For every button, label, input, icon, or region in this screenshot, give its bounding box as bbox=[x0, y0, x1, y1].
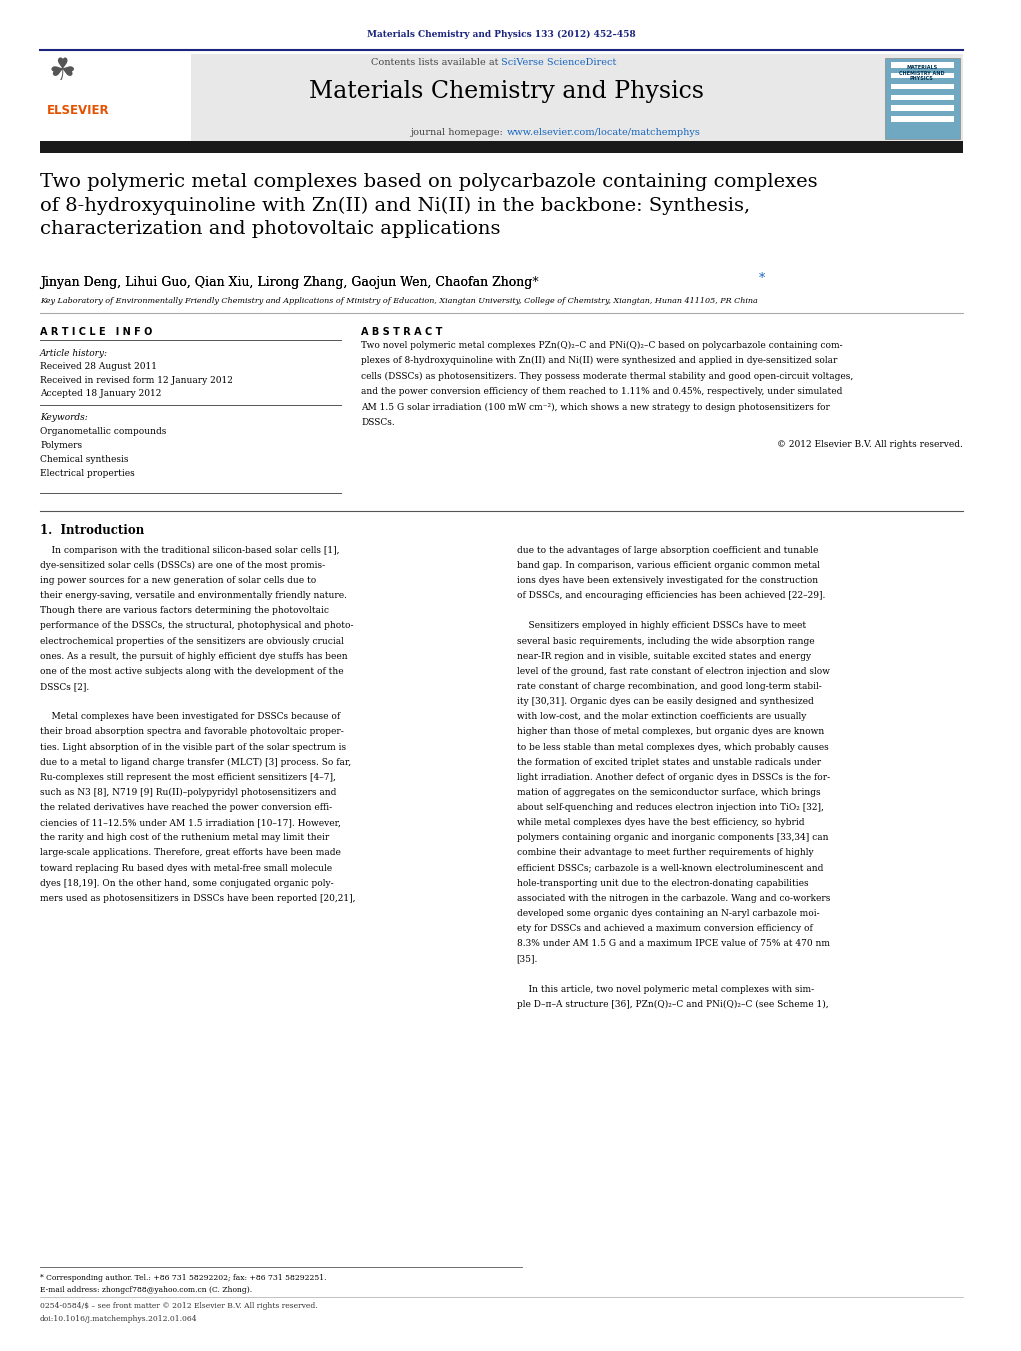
Text: rate constant of charge recombination, and good long-term stabil-: rate constant of charge recombination, a… bbox=[517, 682, 821, 690]
Text: E-mail address: zhongcf788@yahoo.com.cn (C. Zhong).: E-mail address: zhongcf788@yahoo.com.cn … bbox=[40, 1286, 252, 1294]
Text: with low-cost, and the molar extinction coefficients are usually: with low-cost, and the molar extinction … bbox=[517, 712, 806, 721]
Text: ties. Light absorption of in the visible part of the solar spectrum is: ties. Light absorption of in the visible… bbox=[40, 743, 346, 751]
Text: ELSEVIER: ELSEVIER bbox=[47, 104, 110, 118]
Text: Though there are various factors determining the photovoltaic: Though there are various factors determi… bbox=[40, 607, 329, 615]
Bar bbox=[890, 105, 954, 111]
Text: © 2012 Elsevier B.V. All rights reserved.: © 2012 Elsevier B.V. All rights reserved… bbox=[777, 440, 963, 450]
Text: near-IR region and in visible, suitable excited states and energy: near-IR region and in visible, suitable … bbox=[517, 651, 811, 661]
Text: dyes [18,19]. On the other hand, some conjugated organic poly-: dyes [18,19]. On the other hand, some co… bbox=[40, 878, 334, 888]
Text: due to the advantages of large absorption coefficient and tunable: due to the advantages of large absorptio… bbox=[517, 546, 818, 555]
Text: combine their advantage to meet further requirements of highly: combine their advantage to meet further … bbox=[517, 848, 813, 858]
Text: DSSCs [2].: DSSCs [2]. bbox=[40, 682, 90, 690]
Text: hole-transporting unit due to the electron-donating capabilities: hole-transporting unit due to the electr… bbox=[517, 878, 809, 888]
Text: mers used as photosensitizers in DSSCs have been reported [20,21],: mers used as photosensitizers in DSSCs h… bbox=[40, 894, 355, 902]
Text: Polymers: Polymers bbox=[40, 440, 83, 450]
Text: AM 1.5 G solar irradiation (100 mW cm⁻²), which shows a new strategy to design p: AM 1.5 G solar irradiation (100 mW cm⁻²)… bbox=[361, 403, 830, 412]
Text: higher than those of metal complexes, but organic dyes are known: higher than those of metal complexes, bu… bbox=[517, 727, 824, 736]
Text: ions dyes have been extensively investigated for the construction: ions dyes have been extensively investig… bbox=[517, 576, 818, 585]
Text: A R T I C L E   I N F O: A R T I C L E I N F O bbox=[40, 327, 152, 336]
Bar bbox=[40, 54, 191, 142]
Text: mation of aggregates on the semiconductor surface, which brings: mation of aggregates on the semiconducto… bbox=[517, 788, 820, 797]
Text: Chemical synthesis: Chemical synthesis bbox=[40, 455, 129, 465]
Text: doi:10.1016/j.matchemphys.2012.01.064: doi:10.1016/j.matchemphys.2012.01.064 bbox=[40, 1315, 198, 1323]
Text: toward replacing Ru based dyes with metal-free small molecule: toward replacing Ru based dyes with meta… bbox=[40, 863, 332, 873]
Text: and the power conversion efficiency of them reached to 1.11% and 0.45%, respecti: and the power conversion efficiency of t… bbox=[361, 386, 842, 396]
Text: Materials Chemistry and Physics 133 (2012) 452–458: Materials Chemistry and Physics 133 (201… bbox=[368, 30, 636, 39]
Text: efficient DSSCs; carbazole is a well-known electroluminescent and: efficient DSSCs; carbazole is a well-kno… bbox=[517, 863, 823, 873]
Text: their broad absorption spectra and favorable photovoltaic proper-: their broad absorption spectra and favor… bbox=[40, 727, 344, 736]
Text: ety for DSSCs and achieved a maximum conversion efficiency of: ety for DSSCs and achieved a maximum con… bbox=[517, 924, 813, 934]
Text: electrochemical properties of the sensitizers are obviously crucial: electrochemical properties of the sensit… bbox=[40, 636, 344, 646]
Text: several basic requirements, including the wide absorption range: several basic requirements, including th… bbox=[517, 636, 814, 646]
Text: *: * bbox=[760, 272, 766, 285]
Text: Received in revised form 12 January 2012: Received in revised form 12 January 2012 bbox=[40, 376, 233, 385]
Text: ciencies of 11–12.5% under AM 1.5 irradiation [10–17]. However,: ciencies of 11–12.5% under AM 1.5 irradi… bbox=[40, 819, 341, 827]
Text: ple D–π–A structure [36], PZn(Q)₂–C and PNi(Q)₂–C (see Scheme 1),: ple D–π–A structure [36], PZn(Q)₂–C and … bbox=[517, 1000, 828, 1009]
Text: large-scale applications. Therefore, great efforts have been made: large-scale applications. Therefore, gre… bbox=[40, 848, 341, 858]
Text: journal homepage:: journal homepage: bbox=[410, 128, 506, 138]
Text: while metal complexes dyes have the best efficiency, so hybrid: while metal complexes dyes have the best… bbox=[517, 819, 805, 827]
Text: In comparison with the traditional silicon-based solar cells [1],: In comparison with the traditional silic… bbox=[40, 546, 340, 555]
Text: one of the most active subjects along with the development of the: one of the most active subjects along wi… bbox=[40, 667, 344, 676]
Text: developed some organic dyes containing an N-aryl carbazole moi-: developed some organic dyes containing a… bbox=[517, 909, 819, 917]
Text: * Corresponding author. Tel.: +86 731 58292202; fax: +86 731 58292251.: * Corresponding author. Tel.: +86 731 58… bbox=[40, 1274, 327, 1282]
Text: about self-quenching and reduces electron injection into TiO₂ [32],: about self-quenching and reduces electro… bbox=[517, 802, 823, 812]
Text: polymers containing organic and inorganic components [33,34] can: polymers containing organic and inorgani… bbox=[517, 834, 828, 842]
Text: Article history:: Article history: bbox=[40, 349, 108, 358]
Bar bbox=[890, 73, 954, 78]
Text: Accepted 18 January 2012: Accepted 18 January 2012 bbox=[40, 389, 161, 399]
Text: Sensitizers employed in highly efficient DSSCs have to meet: Sensitizers employed in highly efficient… bbox=[517, 621, 806, 631]
Text: such as N3 [8], N719 [9] Ru(II)–polypyridyl photosensitizers and: such as N3 [8], N719 [9] Ru(II)–polypyri… bbox=[40, 788, 337, 797]
Text: cells (DSSCs) as photosensitizers. They possess moderate thermal stability and g: cells (DSSCs) as photosensitizers. They … bbox=[361, 372, 854, 381]
Text: Materials Chemistry and Physics: Materials Chemistry and Physics bbox=[309, 80, 704, 103]
Text: Metal complexes have been investigated for DSSCs because of: Metal complexes have been investigated f… bbox=[40, 712, 340, 721]
Text: associated with the nitrogen in the carbazole. Wang and co-workers: associated with the nitrogen in the carb… bbox=[517, 894, 830, 902]
Text: Received 28 August 2011: Received 28 August 2011 bbox=[40, 362, 157, 372]
Text: 0254-0584/$ – see front matter © 2012 Elsevier B.V. All rights reserved.: 0254-0584/$ – see front matter © 2012 El… bbox=[40, 1302, 318, 1310]
Bar bbox=[40, 141, 963, 153]
Text: 1.  Introduction: 1. Introduction bbox=[40, 524, 144, 538]
Text: dye-sensitized solar cells (DSSCs) are one of the most promis-: dye-sensitized solar cells (DSSCs) are o… bbox=[40, 561, 326, 570]
Text: performance of the DSSCs, the structural, photophysical and photo-: performance of the DSSCs, the structural… bbox=[40, 621, 353, 631]
Text: Two novel polymeric metal complexes PZn(Q)₂–C and PNi(Q)₂–C based on polycarbazo: Two novel polymeric metal complexes PZn(… bbox=[361, 340, 842, 350]
Text: SciVerse ScienceDirect: SciVerse ScienceDirect bbox=[501, 58, 617, 68]
Text: DSSCs.: DSSCs. bbox=[361, 417, 395, 427]
Text: Organometallic compounds: Organometallic compounds bbox=[40, 427, 166, 436]
Bar bbox=[40, 54, 963, 142]
Text: MATERIALS
CHEMISTRY AND
PHYSICS: MATERIALS CHEMISTRY AND PHYSICS bbox=[900, 65, 944, 81]
Text: Jinyan Deng, Lihui Guo, Qian Xiu, Lirong Zhang, Gaojun Wen, Chaofan Zhong*: Jinyan Deng, Lihui Guo, Qian Xiu, Lirong… bbox=[40, 276, 539, 289]
Text: ity [30,31]. Organic dyes can be easily designed and synthesized: ity [30,31]. Organic dyes can be easily … bbox=[517, 697, 814, 707]
Text: due to a metal to ligand charge transfer (MLCT) [3] process. So far,: due to a metal to ligand charge transfer… bbox=[40, 758, 351, 767]
Text: Ru-complexes still represent the most efficient sensitizers [4–7],: Ru-complexes still represent the most ef… bbox=[40, 773, 336, 782]
Text: In this article, two novel polymeric metal complexes with sim-: In this article, two novel polymeric met… bbox=[517, 985, 814, 993]
Text: of DSSCs, and encouraging efficiencies has been achieved [22–29].: of DSSCs, and encouraging efficiencies h… bbox=[517, 592, 825, 600]
Text: [35].: [35]. bbox=[517, 954, 538, 963]
Text: Electrical properties: Electrical properties bbox=[40, 469, 135, 478]
Text: the rarity and high cost of the ruthenium metal may limit their: the rarity and high cost of the rutheniu… bbox=[40, 834, 330, 842]
Bar bbox=[890, 62, 954, 68]
Text: ones. As a result, the pursuit of highly efficient dye stuffs has been: ones. As a result, the pursuit of highly… bbox=[40, 651, 348, 661]
Text: their energy-saving, versatile and environmentally friendly nature.: their energy-saving, versatile and envir… bbox=[40, 592, 347, 600]
Text: ing power sources for a new generation of solar cells due to: ing power sources for a new generation o… bbox=[40, 576, 317, 585]
Text: the related derivatives have reached the power conversion effi-: the related derivatives have reached the… bbox=[40, 802, 332, 812]
Text: band gap. In comparison, various efficient organic common metal: band gap. In comparison, various efficie… bbox=[517, 561, 820, 570]
Bar bbox=[890, 95, 954, 100]
Text: plexes of 8-hydroxyquinoline with Zn(II) and Ni(II) were synthesized and applied: plexes of 8-hydroxyquinoline with Zn(II)… bbox=[361, 355, 837, 365]
Text: level of the ground, fast rate constant of electron injection and slow: level of the ground, fast rate constant … bbox=[517, 667, 829, 676]
Bar bbox=[884, 58, 960, 139]
Bar bbox=[890, 84, 954, 89]
Text: 8.3% under AM 1.5 G and a maximum IPCE value of 75% at 470 nm: 8.3% under AM 1.5 G and a maximum IPCE v… bbox=[517, 939, 829, 948]
Text: the formation of excited triplet states and unstable radicals under: the formation of excited triplet states … bbox=[517, 758, 821, 766]
Text: light irradiation. Another defect of organic dyes in DSSCs is the for-: light irradiation. Another defect of org… bbox=[517, 773, 830, 782]
Text: www.elsevier.com/locate/matchemphys: www.elsevier.com/locate/matchemphys bbox=[506, 128, 700, 138]
Text: Keywords:: Keywords: bbox=[40, 413, 88, 423]
Text: Jinyan Deng, Lihui Guo, Qian Xiu, Lirong Zhang, Gaojun Wen, Chaofan Zhong: Jinyan Deng, Lihui Guo, Qian Xiu, Lirong… bbox=[40, 276, 533, 289]
Text: to be less stable than metal complexes dyes, which probably causes: to be less stable than metal complexes d… bbox=[517, 743, 828, 751]
Text: ☘: ☘ bbox=[48, 57, 76, 85]
Bar bbox=[890, 116, 954, 122]
Text: Two polymeric metal complexes based on polycarbazole containing complexes
of 8-h: Two polymeric metal complexes based on p… bbox=[40, 173, 818, 239]
Text: A B S T R A C T: A B S T R A C T bbox=[361, 327, 442, 336]
Text: Contents lists available at: Contents lists available at bbox=[371, 58, 501, 68]
Text: Key Laboratory of Environmentally Friendly Chemistry and Applications of Ministr: Key Laboratory of Environmentally Friend… bbox=[40, 297, 758, 305]
